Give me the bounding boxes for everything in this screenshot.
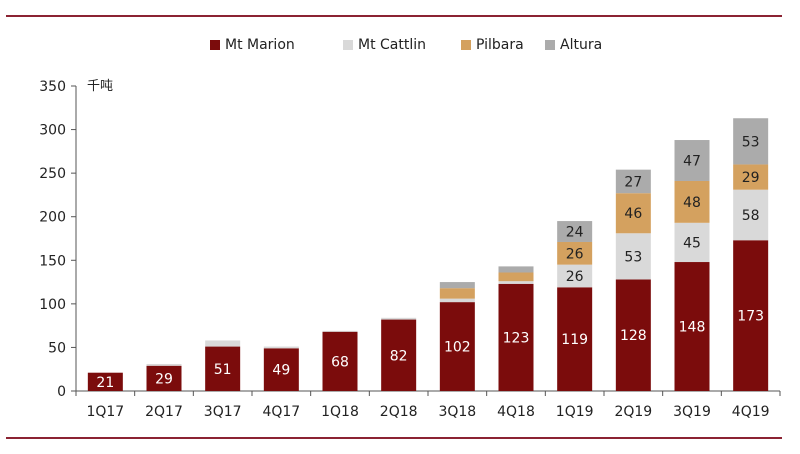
bar-mt-marion bbox=[557, 287, 593, 391]
x-tick-label: 2Q17 bbox=[145, 404, 183, 420]
bar-altura bbox=[615, 169, 651, 194]
data-label: 68 bbox=[331, 354, 349, 370]
data-label: 173 bbox=[737, 309, 764, 325]
data-label: 47 bbox=[683, 154, 701, 170]
bar-mt-marion bbox=[263, 348, 299, 391]
data-label: 26 bbox=[566, 246, 584, 262]
data-label: 29 bbox=[742, 170, 760, 186]
legend-label-altura: Altura bbox=[560, 37, 602, 53]
bar-altura bbox=[733, 118, 769, 165]
bar-mt-cattlin bbox=[381, 317, 417, 320]
bar-mt-marion bbox=[322, 331, 358, 391]
bar-mt-cattlin bbox=[322, 330, 358, 332]
bar-mt-cattlin bbox=[557, 264, 593, 288]
bar-mt-marion bbox=[439, 302, 475, 391]
bar-pilbara bbox=[557, 241, 593, 265]
bar-pilbara bbox=[733, 164, 769, 190]
x-tick-label: 1Q19 bbox=[556, 404, 594, 420]
legend-swatch-mt-marion bbox=[210, 40, 220, 50]
x-tick-label: 4Q18 bbox=[497, 404, 535, 420]
y-tick-label: 350 bbox=[39, 79, 66, 95]
bar-mt-cattlin bbox=[615, 233, 651, 280]
data-label: 128 bbox=[620, 328, 647, 344]
y-tick-label: 100 bbox=[39, 297, 66, 313]
bar-altura bbox=[557, 221, 593, 242]
bar-mt-cattlin bbox=[205, 340, 241, 347]
legend-swatch-pilbara bbox=[461, 40, 471, 50]
data-label: 26 bbox=[566, 269, 584, 285]
y-tick-label: 150 bbox=[39, 253, 66, 269]
bar-mt-marion bbox=[615, 279, 651, 391]
x-tick-label: 3Q18 bbox=[438, 404, 476, 420]
data-label: 48 bbox=[683, 195, 701, 211]
y-tick-label: 200 bbox=[39, 210, 66, 226]
x-tick-label: 4Q19 bbox=[732, 404, 770, 420]
data-label: 58 bbox=[742, 208, 760, 224]
bar-mt-cattlin bbox=[146, 363, 182, 366]
x-tick-label: 1Q17 bbox=[86, 404, 124, 420]
bar-pilbara bbox=[615, 193, 651, 234]
data-label: 53 bbox=[742, 134, 760, 150]
bar-mt-marion bbox=[498, 283, 534, 391]
data-label: 45 bbox=[683, 235, 701, 251]
bar-altura bbox=[674, 140, 710, 181]
bottom-rule bbox=[6, 437, 782, 439]
x-tick-label: 4Q17 bbox=[262, 404, 300, 420]
data-label: 51 bbox=[214, 362, 232, 378]
data-label: 29 bbox=[155, 371, 173, 387]
bar-mt-marion bbox=[674, 262, 710, 391]
bar-mt-cattlin bbox=[263, 346, 299, 349]
data-label: 24 bbox=[566, 225, 584, 241]
bar-mt-marion bbox=[205, 346, 241, 391]
top-rule bbox=[6, 15, 782, 17]
data-label: 148 bbox=[679, 320, 706, 336]
bar-mt-marion bbox=[733, 240, 769, 391]
bar-pilbara bbox=[498, 272, 534, 282]
legend-label-pilbara: Pilbara bbox=[476, 37, 524, 53]
legend-swatch-mt-cattlin bbox=[343, 40, 353, 50]
bar-mt-cattlin bbox=[733, 189, 769, 241]
x-tick-label: 2Q18 bbox=[380, 404, 418, 420]
data-label: 123 bbox=[503, 330, 530, 346]
x-tick-label: 3Q17 bbox=[204, 404, 242, 420]
data-label: 46 bbox=[624, 206, 642, 222]
bar-mt-marion bbox=[87, 372, 123, 391]
bar-mt-cattlin bbox=[498, 281, 534, 284]
data-label: 82 bbox=[390, 348, 408, 364]
data-label: 21 bbox=[96, 375, 114, 391]
data-label: 119 bbox=[561, 332, 588, 348]
bar-mt-cattlin bbox=[439, 298, 475, 303]
data-label: 49 bbox=[272, 363, 290, 379]
legend-label-mt-marion: Mt Marion bbox=[225, 37, 295, 53]
legend-swatch-altura bbox=[545, 40, 555, 50]
y-axis-unit-label: 千吨 bbox=[87, 79, 113, 94]
legend-label-mt-cattlin: Mt Cattlin bbox=[358, 37, 426, 53]
y-tick-label: 0 bbox=[57, 384, 66, 400]
data-label: 102 bbox=[444, 340, 471, 356]
x-tick-label: 2Q19 bbox=[614, 404, 652, 420]
data-label: 27 bbox=[624, 174, 642, 190]
x-tick-label: 3Q19 bbox=[673, 404, 711, 420]
bar-altura bbox=[439, 282, 475, 289]
bar-altura bbox=[498, 266, 534, 273]
y-tick-label: 300 bbox=[39, 123, 66, 139]
bar-mt-cattlin bbox=[674, 222, 710, 263]
x-tick-label: 1Q18 bbox=[321, 404, 359, 420]
bar-pilbara bbox=[439, 288, 475, 299]
y-tick-label: 50 bbox=[48, 340, 66, 356]
y-tick-label: 250 bbox=[39, 166, 66, 182]
bar-pilbara bbox=[674, 180, 710, 223]
data-label: 53 bbox=[624, 249, 642, 265]
bar-mt-marion bbox=[146, 365, 182, 391]
bar-mt-marion bbox=[381, 319, 417, 391]
